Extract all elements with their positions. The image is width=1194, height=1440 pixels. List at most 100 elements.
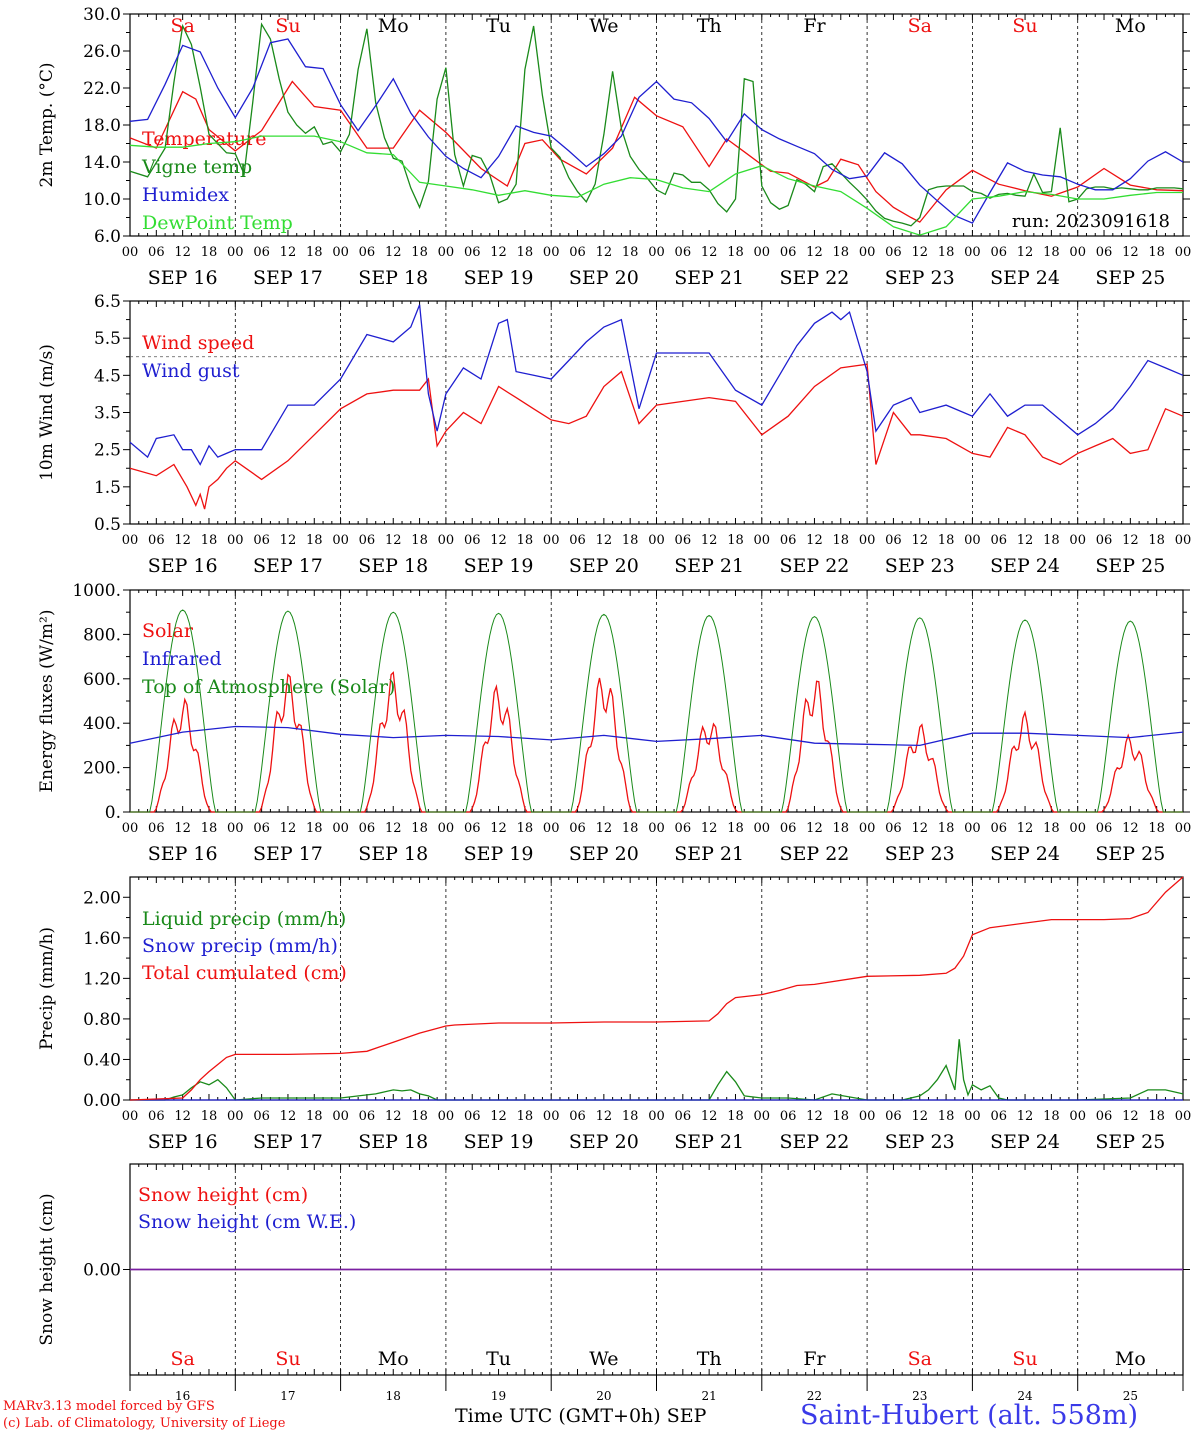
x-hour-label: 00	[964, 533, 981, 548]
x-hour-label: 06	[569, 821, 586, 836]
x-date-label: SEP 17	[253, 843, 323, 865]
weekday-label: Mo	[378, 15, 409, 37]
x-date-label: SEP 22	[780, 1131, 850, 1153]
y-tick-label: 800.	[83, 625, 121, 645]
series-line-infrared	[129, 725, 1184, 747]
weekday-label: We	[589, 15, 618, 37]
x-hour-label: 12	[806, 1109, 823, 1124]
x-date-label: SEP 20	[569, 555, 639, 577]
model-credit: MARv3.13 model forced by GFS (c) Lab. of…	[3, 1398, 285, 1432]
y-tick-label: 30.0	[83, 5, 121, 25]
x-hour-label: 00	[859, 1109, 876, 1124]
x-hour-label: 00	[332, 1109, 349, 1124]
y-tick-label: 4.5	[94, 366, 121, 386]
weekday-label: Sa	[170, 15, 194, 37]
x-hour-label: 12	[490, 1109, 507, 1124]
weekday-label: Th	[697, 1348, 722, 1370]
y-tick-label: 600.	[83, 670, 121, 690]
weekday-label: Su	[1012, 1348, 1037, 1370]
x-hour-label: 18	[201, 1109, 218, 1124]
x-hour-label: 06	[780, 245, 797, 260]
x-hour-label: 18	[1148, 1109, 1165, 1124]
x-day-number: 22	[807, 1389, 822, 1403]
x-hour-label: 12	[1017, 821, 1034, 836]
x-date-label: SEP 18	[358, 267, 428, 289]
x-hour-label: 12	[174, 821, 191, 836]
x-hour-label: 18	[1043, 1109, 1060, 1124]
x-hour-label: 00	[543, 821, 560, 836]
x-hour-label: 18	[727, 533, 744, 548]
legend-entry: Snow height (cm W.E.)	[138, 1211, 356, 1233]
x-hour-label: 00	[332, 245, 349, 260]
y-tick-label: 0.	[105, 803, 121, 823]
y-tick-label: 1.60	[83, 929, 121, 949]
x-date-label: SEP 19	[464, 1131, 534, 1153]
x-hour-label: 12	[174, 1109, 191, 1124]
x-day-number: 19	[491, 1389, 506, 1403]
weekday-label: Sa	[908, 1348, 932, 1370]
x-hour-label: 06	[464, 821, 481, 836]
x-hour-label: 00	[332, 533, 349, 548]
x-date-label: SEP 23	[885, 1131, 955, 1153]
x-hour-label: 12	[911, 533, 928, 548]
x-day-number: 17	[280, 1389, 295, 1403]
x-hour-label: 12	[490, 821, 507, 836]
x-hour-label: 12	[280, 1109, 297, 1124]
x-hour-label: 18	[411, 1109, 428, 1124]
x-hour-label: 00	[648, 245, 665, 260]
x-hour-label: 00	[543, 245, 560, 260]
x-hour-label: 12	[1017, 533, 1034, 548]
x-hour-label: 00	[227, 533, 244, 548]
x-hour-label: 18	[306, 245, 323, 260]
x-hour-label: 06	[569, 533, 586, 548]
x-hour-label: 00	[1069, 245, 1086, 260]
x-hour-label: 06	[990, 821, 1007, 836]
x-hour-label: 12	[911, 821, 928, 836]
x-hour-label: 18	[833, 821, 850, 836]
x-hour-label: 18	[833, 533, 850, 548]
x-hour-label: 00	[648, 533, 665, 548]
weekday-label: Fr	[803, 1348, 826, 1370]
x-hour-label: 06	[885, 1109, 902, 1124]
y-tick-label: 26.0	[83, 42, 121, 62]
x-date-label: SEP 17	[253, 555, 323, 577]
x-hour-label: 12	[385, 533, 402, 548]
x-date-label: SEP 25	[1095, 267, 1165, 289]
y-axis-label: 10m Wind (m/s)	[37, 344, 57, 481]
weekday-label: We	[589, 1348, 618, 1370]
x-hour-label: 00	[438, 245, 455, 260]
weekday-label: Tu	[486, 15, 511, 37]
series-line-dewpoint-temp	[129, 135, 1183, 236]
x-hour-label: 06	[1096, 1109, 1113, 1124]
x-hour-label: 18	[411, 245, 428, 260]
x-date-label: SEP 24	[990, 1131, 1060, 1153]
weekday-label: Mo	[1115, 1348, 1146, 1370]
x-hour-label: 06	[1096, 245, 1113, 260]
weekday-label: Mo	[378, 1348, 409, 1370]
x-hour-label: 00	[438, 533, 455, 548]
station-name: Saint-Hubert (alt. 558m)	[800, 1400, 1139, 1431]
x-hour-label: 06	[780, 1109, 797, 1124]
y-tick-label: 14.0	[83, 153, 121, 173]
x-hour-label: 06	[569, 245, 586, 260]
x-axis-title-text: Time UTC (GMT+0h)	[455, 1405, 661, 1427]
x-hour-label: 18	[306, 533, 323, 548]
x-hour-label: 12	[911, 1109, 928, 1124]
x-hour-label: 06	[1096, 533, 1113, 548]
x-hour-label: 12	[596, 533, 613, 548]
x-hour-label: 18	[727, 245, 744, 260]
x-hour-label: 12	[596, 1109, 613, 1124]
x-hour-label: 06	[885, 533, 902, 548]
x-hour-label: 06	[885, 245, 902, 260]
x-hour-label: 12	[701, 533, 718, 548]
x-hour-label: 12	[596, 245, 613, 260]
x-date-label: SEP 22	[780, 555, 850, 577]
weekday-label: Sa	[908, 15, 932, 37]
x-hour-label: 18	[411, 533, 428, 548]
legend-entry: Temperature	[142, 128, 266, 150]
x-hour-label: 00	[122, 1109, 139, 1124]
x-hour-label: 00	[1069, 1109, 1086, 1124]
x-hour-label: 00	[543, 533, 560, 548]
x-hour-label: 06	[990, 1109, 1007, 1124]
x-hour-label: 18	[517, 533, 534, 548]
